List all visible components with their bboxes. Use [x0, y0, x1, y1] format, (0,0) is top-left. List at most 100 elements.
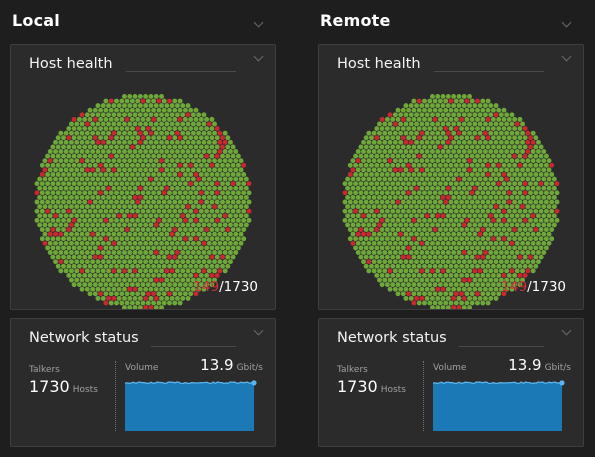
- host-cell-healthy[interactable]: [76, 217, 82, 223]
- chevron-down-icon[interactable]: [561, 325, 572, 336]
- host-cell-healthy[interactable]: [435, 176, 441, 182]
- host-cell-healthy[interactable]: [419, 213, 425, 219]
- host-cell-healthy[interactable]: [92, 263, 98, 269]
- host-cell-healthy[interactable]: [506, 245, 512, 251]
- host-cell-healthy[interactable]: [175, 176, 180, 182]
- host-cell-unhealthy[interactable]: [132, 194, 138, 200]
- host-cell-healthy[interactable]: [217, 222, 223, 228]
- host-cell-healthy[interactable]: [551, 185, 557, 191]
- host-cell-healthy[interactable]: [490, 144, 496, 150]
- host-cell-unhealthy[interactable]: [522, 190, 528, 196]
- host-cell-healthy[interactable]: [127, 103, 133, 109]
- host-cell-healthy[interactable]: [79, 130, 85, 136]
- host-cell-healthy[interactable]: [382, 250, 388, 255]
- host-cell-healthy[interactable]: [395, 236, 401, 242]
- host-cell-healthy[interactable]: [345, 222, 351, 228]
- host-cell-healthy[interactable]: [122, 167, 127, 173]
- host-cell-healthy[interactable]: [363, 153, 369, 159]
- host-cell-healthy[interactable]: [84, 204, 90, 210]
- host-cell-healthy[interactable]: [98, 107, 104, 113]
- host-cell-healthy[interactable]: [153, 93, 159, 99]
- host-cell-healthy[interactable]: [90, 286, 96, 292]
- host-cell-healthy[interactable]: [140, 272, 146, 278]
- host-cell-healthy[interactable]: [509, 277, 515, 283]
- host-cell-unhealthy[interactable]: [347, 172, 353, 177]
- host-cell-unhealthy[interactable]: [408, 167, 414, 173]
- host-cell-healthy[interactable]: [148, 158, 154, 164]
- host-cell-healthy[interactable]: [498, 277, 504, 283]
- host-cell-healthy[interactable]: [225, 254, 231, 260]
- host-cell-healthy[interactable]: [106, 268, 112, 274]
- host-cell-healthy[interactable]: [87, 282, 93, 288]
- host-cell-healthy[interactable]: [50, 144, 56, 150]
- host-cell-healthy[interactable]: [437, 272, 443, 278]
- host-cell-healthy[interactable]: [114, 300, 119, 306]
- host-cell-healthy[interactable]: [220, 245, 225, 251]
- host-cell-healthy[interactable]: [469, 98, 475, 104]
- host-cell-healthy[interactable]: [536, 222, 541, 228]
- host-cell-healthy[interactable]: [390, 208, 396, 214]
- host-cell-healthy[interactable]: [116, 139, 122, 145]
- host-cell-unhealthy[interactable]: [201, 268, 207, 274]
- host-cell-healthy[interactable]: [543, 162, 549, 168]
- host-cell-healthy[interactable]: [95, 250, 101, 255]
- host-cell-healthy[interactable]: [172, 190, 178, 196]
- host-cell-healthy[interactable]: [84, 194, 90, 200]
- host-cell-healthy[interactable]: [100, 268, 106, 274]
- host-cell-healthy[interactable]: [451, 250, 457, 255]
- host-cell-healthy[interactable]: [196, 204, 202, 210]
- host-cell-healthy[interactable]: [424, 139, 430, 145]
- host-cell-healthy[interactable]: [180, 194, 186, 200]
- host-cell-healthy[interactable]: [167, 190, 172, 196]
- host-cell-healthy[interactable]: [153, 167, 159, 173]
- host-cell-healthy[interactable]: [143, 268, 149, 274]
- host-cell-healthy[interactable]: [228, 185, 233, 191]
- host-cell-healthy[interactable]: [246, 190, 252, 196]
- host-cell-unhealthy[interactable]: [377, 222, 382, 228]
- host-cell-healthy[interactable]: [538, 245, 544, 251]
- host-cell-healthy[interactable]: [480, 190, 486, 196]
- host-cell-healthy[interactable]: [490, 282, 496, 288]
- host-cell-healthy[interactable]: [424, 185, 430, 191]
- host-cell-healthy[interactable]: [432, 300, 438, 306]
- host-cell-healthy[interactable]: [228, 167, 233, 173]
- host-cell-healthy[interactable]: [384, 227, 390, 232]
- host-cell-unhealthy[interactable]: [374, 227, 380, 232]
- host-cell-healthy[interactable]: [467, 139, 472, 145]
- host-cell-healthy[interactable]: [490, 227, 496, 232]
- host-cell-healthy[interactable]: [63, 130, 69, 136]
- host-cell-healthy[interactable]: [504, 194, 510, 200]
- host-cell-healthy[interactable]: [69, 185, 74, 191]
- host-cell-healthy[interactable]: [230, 153, 236, 159]
- host-cell-unhealthy[interactable]: [445, 194, 451, 200]
- host-cell-healthy[interactable]: [437, 208, 443, 214]
- host-cell-healthy[interactable]: [411, 172, 417, 177]
- host-cell-healthy[interactable]: [384, 172, 390, 177]
- host-cell-healthy[interactable]: [84, 222, 90, 228]
- host-cell-healthy[interactable]: [530, 194, 536, 200]
- host-cell-healthy[interactable]: [140, 236, 146, 242]
- host-cell-unhealthy[interactable]: [167, 291, 172, 297]
- host-cell-unhealthy[interactable]: [353, 208, 359, 214]
- host-cell-healthy[interactable]: [201, 167, 207, 173]
- host-cell-unhealthy[interactable]: [222, 139, 228, 145]
- host-cell-healthy[interactable]: [188, 199, 194, 205]
- host-cell-healthy[interactable]: [111, 259, 117, 265]
- host-cell-healthy[interactable]: [480, 208, 486, 214]
- host-cell-healthy[interactable]: [509, 231, 515, 237]
- host-cell-healthy[interactable]: [167, 236, 172, 242]
- host-cell-healthy[interactable]: [196, 149, 202, 154]
- host-cell-healthy[interactable]: [82, 116, 88, 122]
- host-cell-healthy[interactable]: [377, 259, 382, 265]
- host-cell-healthy[interactable]: [79, 240, 85, 246]
- host-cell-healthy[interactable]: [185, 268, 191, 274]
- host-cell-healthy[interactable]: [188, 263, 194, 269]
- host-cell-healthy[interactable]: [169, 158, 175, 164]
- host-cell-healthy[interactable]: [129, 263, 135, 269]
- host-cell-healthy[interactable]: [159, 93, 164, 99]
- host-cell-healthy[interactable]: [172, 144, 178, 150]
- host-cell-healthy[interactable]: [443, 172, 449, 177]
- host-cell-healthy[interactable]: [347, 217, 353, 223]
- host-cell-healthy[interactable]: [408, 185, 414, 191]
- host-cell-unhealthy[interactable]: [193, 217, 199, 223]
